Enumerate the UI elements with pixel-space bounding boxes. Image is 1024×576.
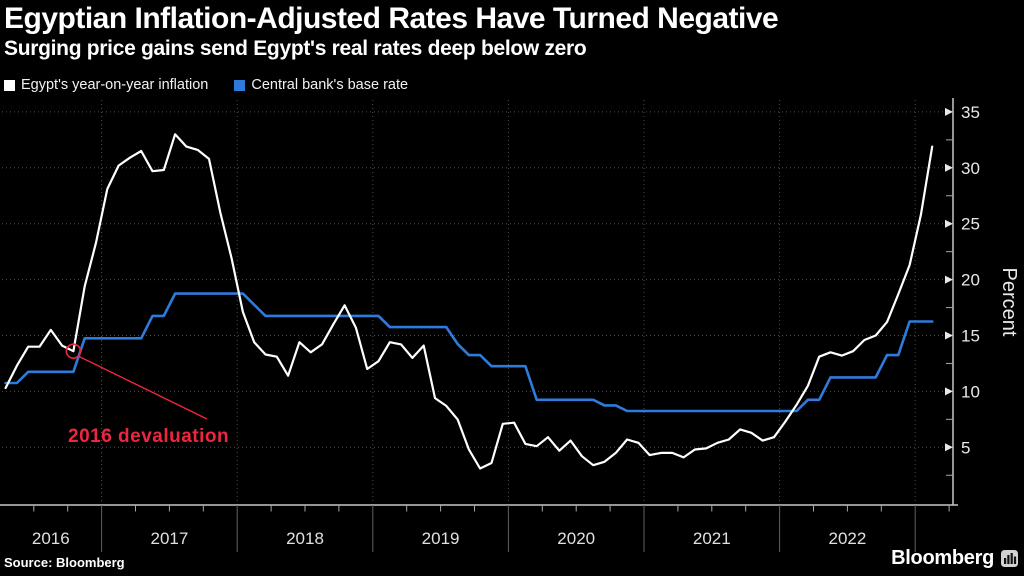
bloomberg-logo: Bloomberg: [891, 547, 1018, 570]
devaluation-annotation-label: 2016 devaluation: [68, 426, 230, 447]
svg-text:35: 35: [961, 103, 980, 122]
bloomberg-wordmark: Bloomberg: [891, 547, 994, 569]
inflation-series-swatch-icon: [4, 79, 15, 91]
svg-text:2017: 2017: [150, 529, 188, 548]
chart-title: Egyptian Inflation-Adjusted Rates Have T…: [4, 2, 779, 35]
inflation-series-label: Egypt's year-on-year inflation: [21, 77, 209, 93]
svg-text:20: 20: [961, 271, 980, 290]
svg-text:2020: 2020: [557, 529, 595, 548]
svg-text:30: 30: [961, 159, 980, 178]
svg-text:2019: 2019: [422, 529, 460, 548]
chart-subtitle: Surging price gains send Egypt's real ra…: [4, 37, 587, 60]
svg-text:5: 5: [961, 438, 970, 457]
legend-item-base-rate: Central bank's base rate: [234, 77, 408, 93]
svg-text:Percent: Percent: [998, 268, 1020, 337]
base-rate-series-label: Central bank's base rate: [251, 77, 409, 93]
svg-text:15: 15: [961, 327, 980, 346]
svg-text:2018: 2018: [286, 529, 324, 548]
chart-legend: Egypt's year-on-year inflation Central b…: [4, 77, 408, 93]
svg-text:2021: 2021: [693, 529, 731, 548]
svg-text:2016: 2016: [32, 529, 70, 548]
svg-text:25: 25: [961, 215, 980, 234]
svg-text:2022: 2022: [828, 529, 866, 548]
legend-item-inflation: Egypt's year-on-year inflation: [4, 77, 208, 93]
bloomberg-chart-bars-icon: [1001, 550, 1018, 567]
base-rate-series-swatch-icon: [234, 79, 246, 91]
svg-text:10: 10: [961, 382, 980, 401]
source-label: Source: Bloomberg: [4, 555, 125, 570]
